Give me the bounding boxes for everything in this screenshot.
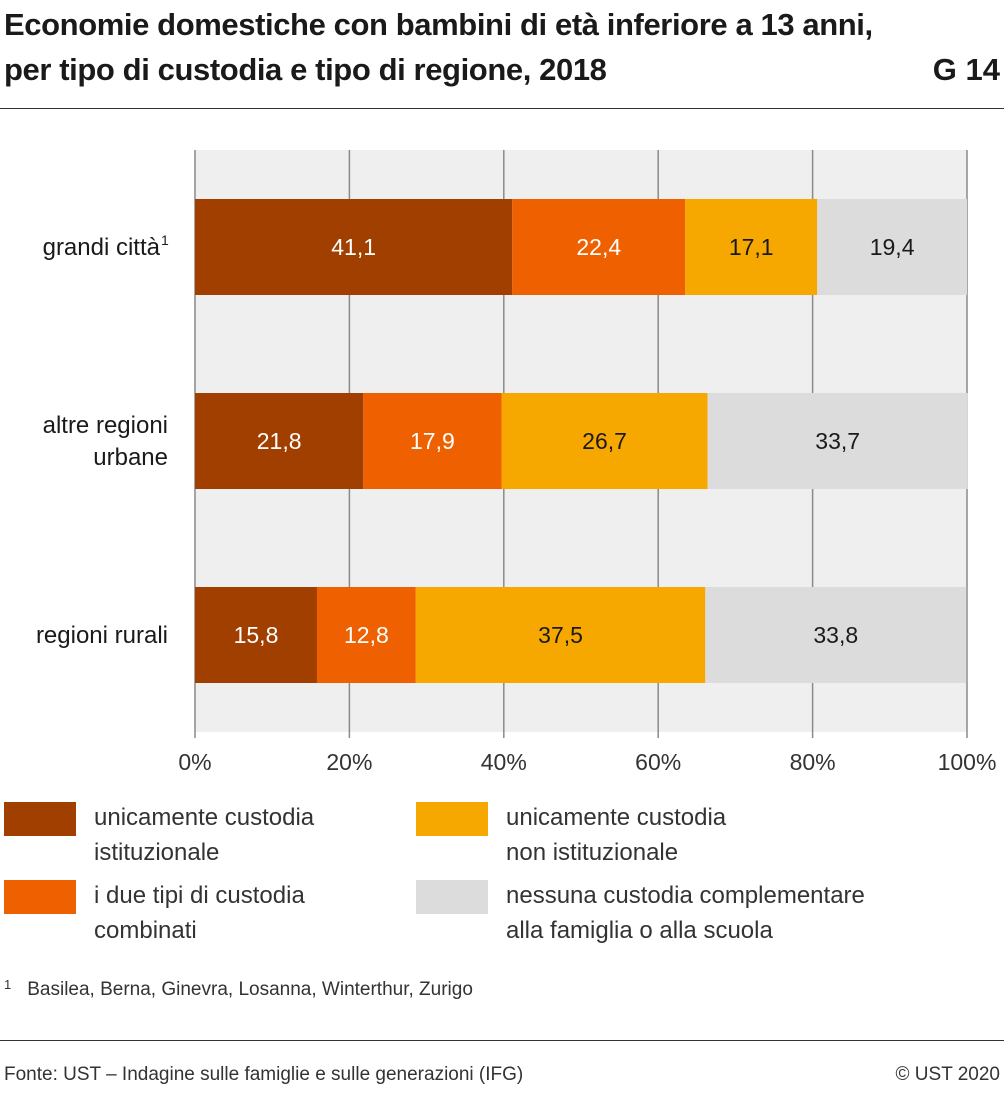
legend-swatch [4,802,76,836]
bar-segment [512,199,686,295]
x-tick-label: 60% [635,749,681,775]
footnote: 1 Basilea, Berna, Ginevra, Losanna, Winte… [4,977,473,1001]
top-divider [0,108,1004,109]
stacked-bar-chart: 0% 20% 40% 60% 80% 100% 41,1 22,4 17,1 19,4 grandi… [36,150,997,775]
data-label: 17,1 [729,234,774,260]
bar-segment [316,587,416,683]
bar-segment [195,199,513,295]
source-note: Fonte: UST – Indagine sulle famiglie e s… [4,1064,524,1085]
data-label: 33,7 [815,428,860,454]
bar-segment [707,393,968,489]
x-tick-label: 0% [178,749,211,775]
legend-label: unicamente custodia istituzionale [94,804,315,866]
data-label: 12,8 [344,622,389,648]
graphic-number: G 14 [932,52,1000,87]
copyright: © UST 2020 [895,1064,1000,1085]
x-tick-label: 80% [790,749,836,775]
data-label: 17,9 [410,428,455,454]
bar-segment [501,393,708,489]
bar-segment [415,587,706,683]
bar-segment [363,393,502,489]
category-label: grandi città [43,234,161,261]
bar-segment [705,587,967,683]
category-label: regioni rurali [36,622,168,649]
legend-item-non-institutional: unicamente custodia non istituzionale [416,802,726,870]
legend-label: nessuna custodia complementare alla fami… [506,882,865,944]
x-tick-label: 40% [481,749,527,775]
legend-item-institutional: unicamente custodia istituzionale [4,802,314,870]
bottom-divider [0,1040,1004,1041]
data-label: 41,1 [331,234,376,260]
legend: unicamente custodia istituzionale i due … [0,800,1004,960]
bar-segment [195,587,317,683]
bar-segment [817,199,967,295]
data-label: 19,4 [870,234,915,260]
footnote-marker: 1 [161,232,169,248]
x-tick-label: 100% [938,749,997,775]
data-label: 15,8 [234,622,279,648]
footnote-marker: 1 [4,977,12,992]
bar-segment [195,393,364,489]
legend-item-no-custody: nessuna custodia complementare alla fami… [416,880,865,948]
data-label: 33,8 [813,622,858,648]
chart-title: Economie domestiche con bambini di età i… [4,7,873,87]
legend-label: unicamente custodia non istituzionale [506,804,727,866]
legend-item-combined: i due tipi di custodia combinati [4,880,305,948]
data-label: 26,7 [582,428,627,454]
legend-swatch [4,880,76,914]
data-label: 21,8 [257,428,302,454]
legend-swatch [416,880,488,914]
data-label: 37,5 [538,622,583,648]
data-label: 22,4 [576,234,621,260]
bar-segment [685,199,818,295]
footnote-text: Basilea, Berna, Ginevra, Losanna, Winter… [27,979,473,1000]
category-label: altre regioni urbane [43,412,168,471]
legend-label: i due tipi di custodia combinati [94,882,305,944]
x-tick-label: 20% [326,749,372,775]
legend-swatch [416,802,488,836]
